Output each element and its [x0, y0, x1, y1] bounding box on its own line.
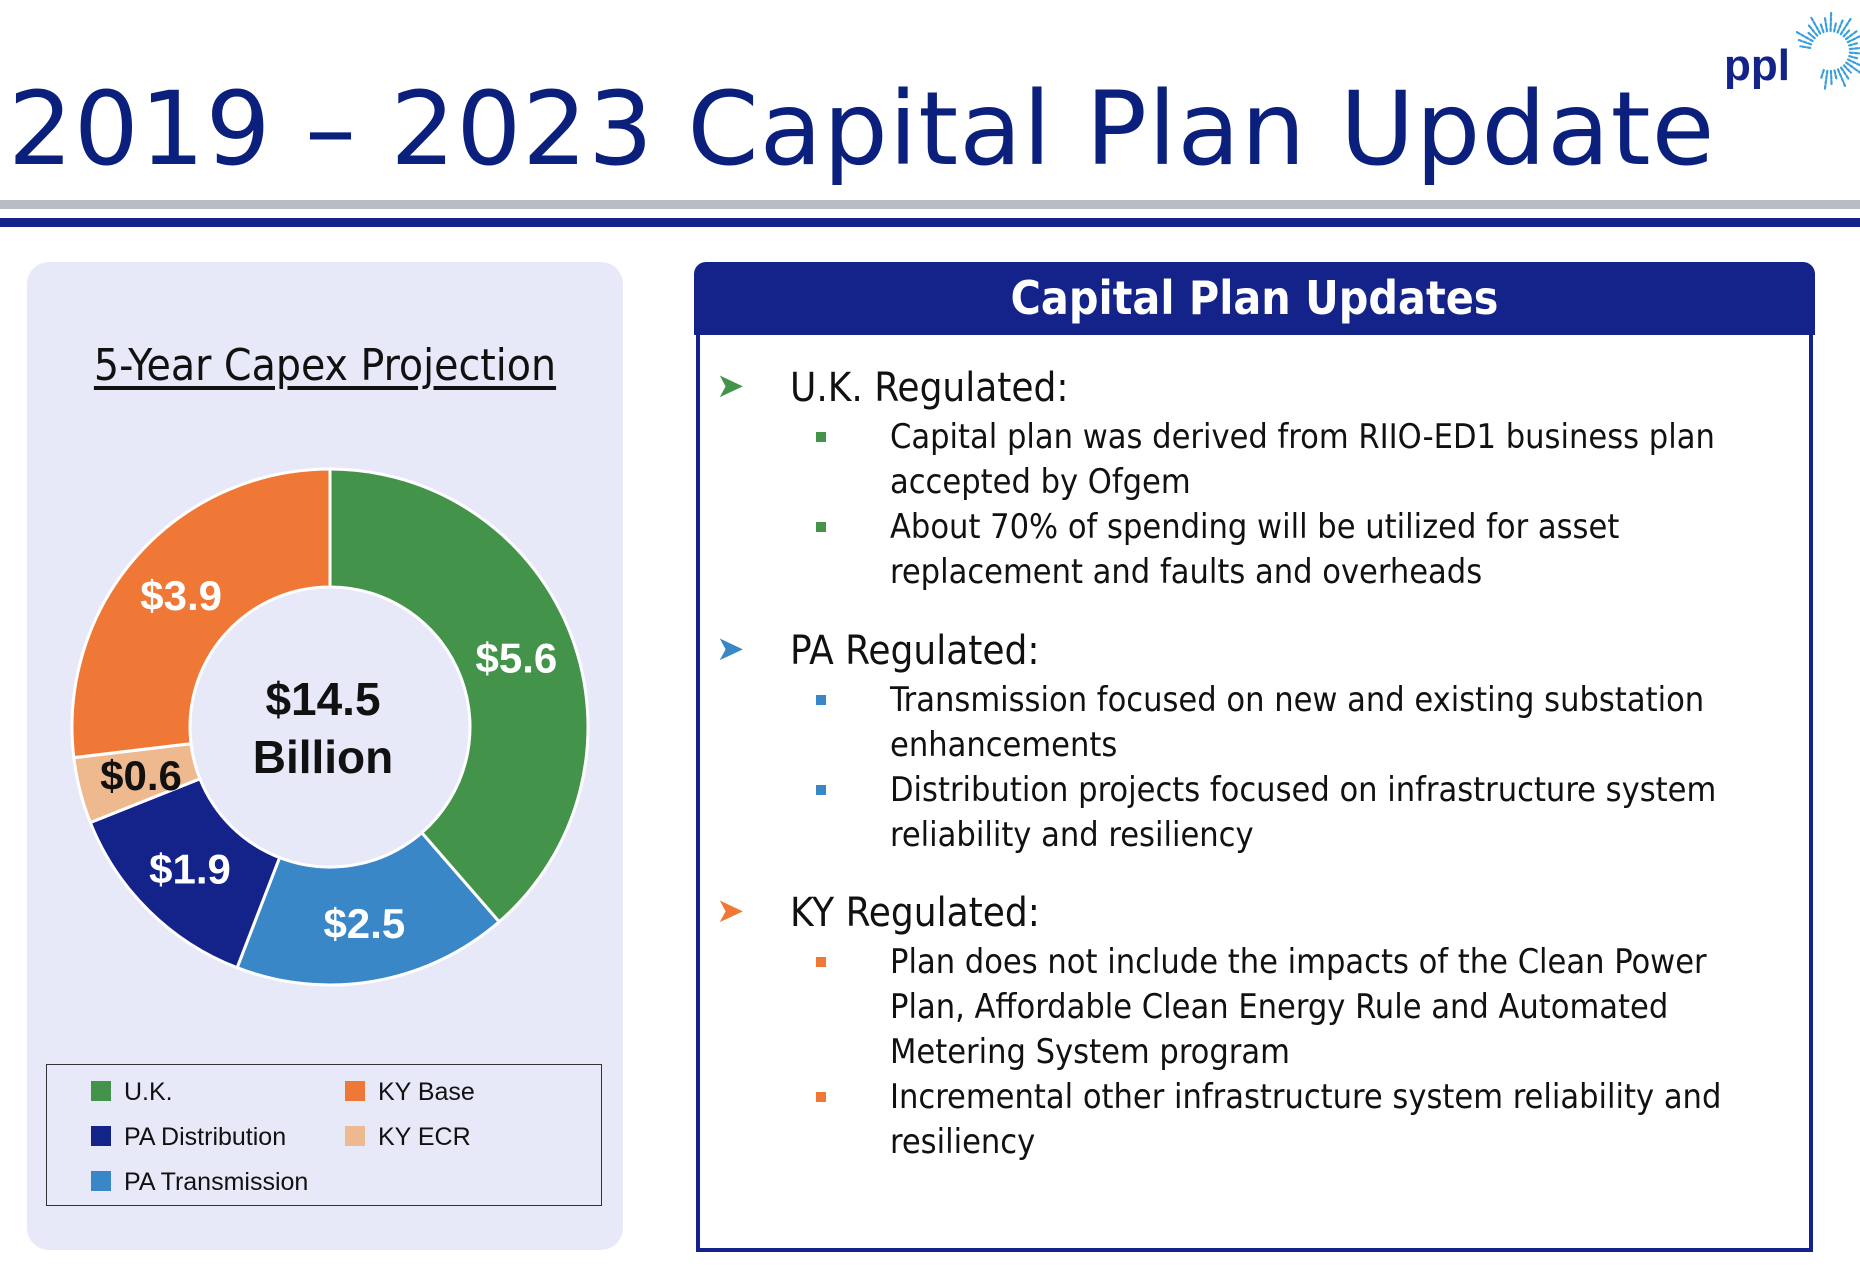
section-arrow-icon: ➤: [716, 630, 745, 668]
bullet-text: Plan does not include the impacts of the…: [890, 942, 1707, 1072]
logo-ray: [1799, 45, 1812, 49]
logo-ray: [1846, 58, 1860, 67]
bullet-square-icon: [816, 432, 826, 442]
logo-ray: [1836, 18, 1845, 34]
logo-text: ppl: [1724, 41, 1790, 90]
logo-ray: [1848, 51, 1860, 55]
bullet-square-icon: [816, 957, 826, 967]
logo-ray: [1836, 68, 1847, 87]
logo-ray: [1833, 20, 1838, 33]
slice-label: $0.6: [100, 752, 182, 799]
logo-ray: [1805, 30, 1816, 40]
title-rule-gray: [0, 200, 1860, 209]
legend-swatch-ky-ecr: [345, 1126, 365, 1146]
donut-slice-ky-base: [70, 467, 332, 760]
logo-ray: [1829, 11, 1833, 33]
slice-label: $5.6: [476, 634, 558, 681]
bullet-square-icon: [816, 522, 826, 532]
legend-label-pa-distribution: PA Distribution: [124, 1123, 287, 1151]
legend-swatch-pa-transmission: [91, 1171, 111, 1191]
logo-ray: [1819, 21, 1825, 34]
slice-label: $3.9: [140, 572, 222, 619]
legend-label-uk: U.K.: [124, 1078, 173, 1106]
logo-ray: [1848, 55, 1860, 60]
bullet-square-icon: [816, 695, 826, 705]
section-heading: KY Regulated:: [790, 890, 1040, 936]
logo-ray: [1833, 69, 1838, 82]
legend-label-ky-ecr: KY ECR: [378, 1123, 471, 1151]
title-rule-navy: [0, 218, 1860, 227]
section-arrow-icon: ➤: [716, 892, 745, 930]
logo-ray: [1848, 46, 1860, 51]
capex-donut-chart: $5.6 $2.5 $1.9 $0.6 $3.9 $14.5 Billion: [70, 467, 590, 987]
logo-ray: [1823, 16, 1829, 33]
logo-ray: [1796, 38, 1813, 46]
logo-ray: [1845, 61, 1860, 74]
logo-ray: [1848, 41, 1860, 47]
bullet-text: Distribution projects focused on infrast…: [890, 770, 1717, 855]
section-heading: PA Regulated:: [790, 628, 1040, 674]
legend-swatch-uk: [91, 1081, 111, 1101]
logo-ray: [1810, 16, 1822, 35]
bullet-text: Incremental other infrastructure system …: [890, 1077, 1722, 1162]
legend-swatch-ky-base: [345, 1081, 365, 1101]
section-heading: U.K. Regulated:: [790, 365, 1069, 411]
logo-ray: [1844, 29, 1859, 41]
chart-title: 5-Year Capex Projection: [93, 340, 557, 391]
bullet-text: About 70% of spending will be utilized f…: [890, 507, 1620, 592]
chart-legend: U.K. KY Base PA Distribution KY ECR PA T…: [46, 1064, 602, 1206]
bullet-text: Capital plan was derived from RIIO-ED1 b…: [890, 417, 1715, 502]
logo-ray: [1842, 27, 1852, 38]
legend-label-pa-transmission: PA Transmission: [124, 1168, 309, 1196]
logo-ray: [1846, 34, 1860, 44]
logo-ray: [1842, 64, 1852, 74]
slice-label: $2.5: [323, 900, 405, 947]
bullet-square-icon: [816, 1092, 826, 1102]
updates-box: [696, 335, 1813, 1252]
center-total: $14.5: [265, 673, 380, 725]
page-title: 2019 – 2023 Capital Plan Update: [8, 70, 1716, 189]
updates-header: Capital Plan Updates: [694, 262, 1815, 335]
bullet-square-icon: [816, 785, 826, 795]
logo-ray: [1839, 17, 1852, 36]
section-arrow-icon: ➤: [716, 367, 745, 405]
legend-swatch-pa-distribution: [91, 1126, 111, 1146]
legend-label-ky-base: KY Base: [378, 1078, 475, 1106]
center-unit: Billion: [253, 731, 394, 783]
logo-ray: [1819, 68, 1825, 81]
donut-slice-pa-transmission: [235, 830, 502, 987]
bullet-text: Transmission focused on new and existing…: [890, 680, 1705, 765]
slice-label: $1.9: [149, 845, 231, 892]
logo-ray: [1795, 31, 1814, 43]
logo-ray: [1823, 69, 1829, 90]
donut-slice-u-k: [328, 467, 590, 924]
logo-ray: [1829, 69, 1833, 87]
ppl-logo: ppl: [1724, 11, 1860, 90]
logo-ray: [1807, 23, 1819, 37]
logo-ray: [1839, 66, 1850, 81]
